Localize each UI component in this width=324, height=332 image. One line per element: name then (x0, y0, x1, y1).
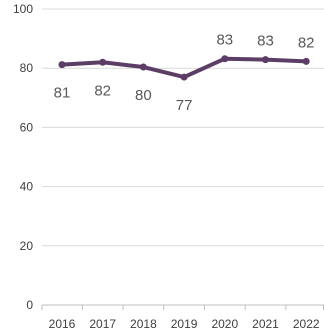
data-label: 82 (298, 34, 315, 51)
x-axis (41, 304, 324, 310)
x-tick-label: 2016 (49, 317, 76, 331)
x-tick-label: 2020 (211, 317, 238, 331)
data-point (221, 55, 229, 63)
data-label: 81 (54, 85, 71, 102)
x-tick-label: 2021 (252, 317, 279, 331)
x-tick-label: 2019 (171, 317, 198, 331)
data-label: 77 (176, 97, 193, 114)
y-tick-label: 100 (13, 2, 33, 16)
x-tick-label: 2017 (89, 317, 116, 331)
data-label: 83 (257, 33, 274, 50)
data-label: 80 (135, 87, 152, 104)
x-tick-label: 2018 (130, 317, 157, 331)
y-tick-label: 20 (20, 239, 34, 253)
y-tick-label: 60 (20, 120, 34, 134)
x-axis-ticks: 2016 2017 2018 2019 2020 2021 2022 (49, 317, 320, 331)
gridlines (42, 8, 324, 247)
data-point (139, 63, 147, 71)
y-axis-ticks: 0 20 40 60 80 100 (13, 2, 33, 312)
data-point (302, 57, 310, 65)
x-tick-label: 2022 (293, 317, 320, 331)
y-tick-label: 40 (20, 180, 34, 194)
series-group (58, 55, 310, 81)
data-point (58, 61, 66, 69)
data-point (99, 58, 107, 66)
data-label: 83 (216, 32, 233, 49)
y-tick-label: 0 (26, 298, 33, 312)
y-tick-label: 80 (20, 61, 34, 75)
data-point (180, 73, 188, 81)
data-point (262, 56, 269, 64)
data-labels: 81 82 80 77 83 83 82 (54, 32, 315, 114)
data-label: 82 (94, 82, 111, 99)
